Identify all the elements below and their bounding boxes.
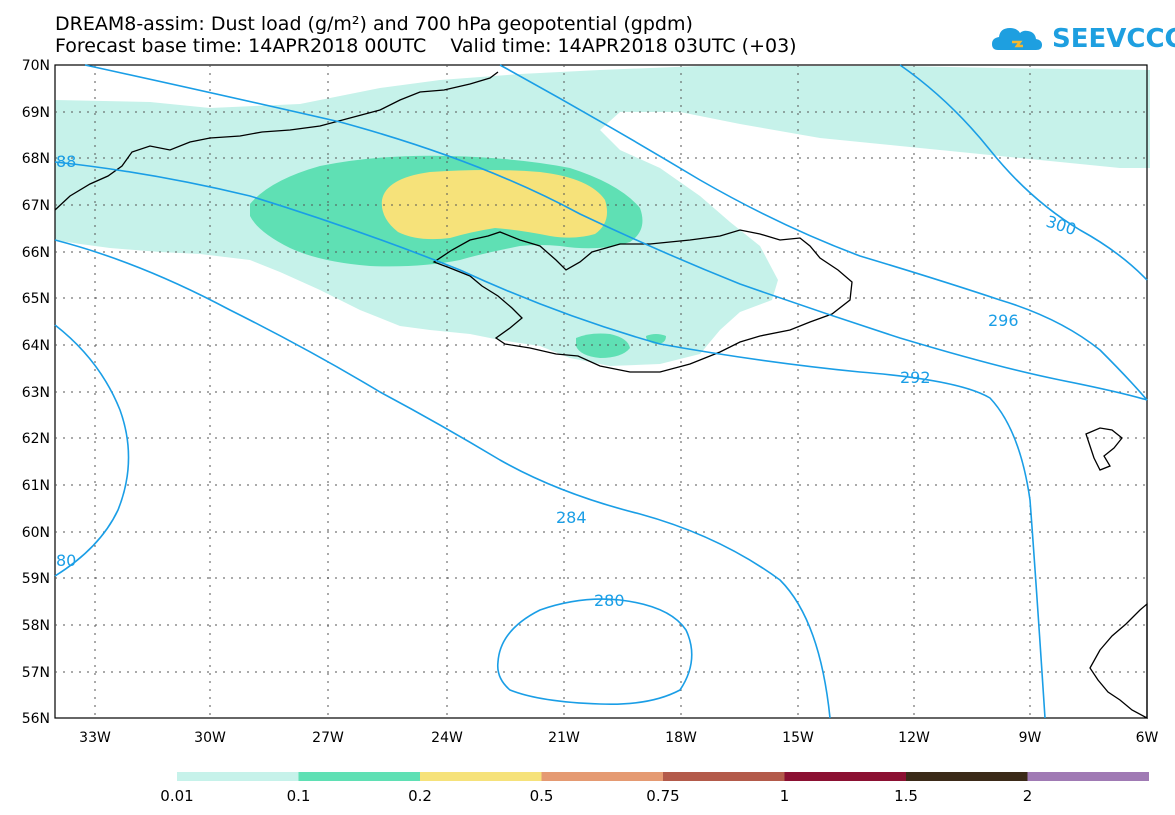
lat-label-70n: 70N bbox=[22, 58, 50, 74]
colorbar-segment-4 bbox=[541, 772, 663, 781]
lon-label-33w: 33W bbox=[79, 730, 111, 746]
colorbar-label-1: 1 bbox=[779, 787, 790, 805]
colorbar-label-0-2: 0.2 bbox=[408, 787, 432, 805]
lat-label-58n: 58N bbox=[22, 618, 50, 634]
logo-text: SEEVCCC bbox=[1052, 24, 1175, 54]
coastlines bbox=[54, 71, 1148, 720]
lon-label-21w: 21W bbox=[548, 730, 580, 746]
contour-label-88: 88 bbox=[56, 152, 76, 171]
colorbar-segment-6 bbox=[784, 772, 906, 781]
colorbar-label-2: 2 bbox=[1022, 787, 1033, 805]
contour-label-284: 284 bbox=[556, 508, 587, 527]
colorbar-segment-3 bbox=[420, 772, 542, 781]
lat-label-66n: 66N bbox=[22, 245, 50, 261]
map-title-line-2: Forecast base time: 14APR2018 00UTC Vali… bbox=[55, 35, 797, 57]
contour-label-300: 300 bbox=[1044, 212, 1079, 240]
lat-label-63n: 63N bbox=[22, 385, 50, 401]
cloud-icon bbox=[992, 28, 1042, 50]
colorbar-label-0-5: 0.5 bbox=[529, 787, 554, 805]
lat-label-61n: 61N bbox=[22, 478, 50, 494]
lon-label-27w: 27W bbox=[312, 730, 344, 746]
lon-label-12w: 12W bbox=[898, 730, 930, 746]
geopotential-contours bbox=[54, 64, 1148, 719]
contour-label-292: 292 bbox=[900, 368, 931, 387]
dust-high-region bbox=[381, 170, 608, 240]
lat-label-68n: 68N bbox=[22, 151, 50, 167]
colorbar-segment-5 bbox=[663, 772, 785, 781]
lon-label-9w: 9W bbox=[1019, 730, 1042, 746]
map-title-line-1: DREAM8-assim: Dust load (g/m²) and 700 h… bbox=[55, 13, 693, 35]
colorbar-label-0-1: 0.1 bbox=[286, 787, 311, 805]
lat-label-60n: 60N bbox=[22, 525, 50, 541]
colorbar-segment-2 bbox=[298, 772, 420, 781]
lat-label-69n: 69N bbox=[22, 105, 50, 121]
colorbar-label-0-01: 0.01 bbox=[160, 787, 194, 805]
lon-label-15w: 15W bbox=[782, 730, 814, 746]
colorbar bbox=[177, 772, 1149, 781]
lat-label-67n: 67N bbox=[22, 198, 50, 214]
lon-label-30w: 30W bbox=[194, 730, 226, 746]
colorbar-label-1-5: 1.5 bbox=[894, 787, 918, 805]
longitude-labels: 33W 30W 27W 24W 21W 18W 15W 12W 9W 6W bbox=[79, 730, 1158, 746]
lat-label-65n: 65N bbox=[22, 291, 50, 307]
colorbar-segment-1 bbox=[177, 772, 299, 781]
lat-label-57n: 57N bbox=[22, 665, 50, 681]
contour-labels: 300 296 292 284 280 88 80 bbox=[56, 152, 1079, 610]
lat-label-59n: 59N bbox=[22, 571, 50, 587]
latitude-labels: 70N 69N 68N 67N 66N 65N 64N 63N 62N 61N … bbox=[22, 58, 50, 727]
contour-label-296: 296 bbox=[988, 311, 1019, 330]
lat-label-62n: 62N bbox=[22, 431, 50, 447]
lon-label-24w: 24W bbox=[431, 730, 463, 746]
colorbar-segment-8 bbox=[1027, 772, 1149, 781]
colorbar-label-0-75: 0.75 bbox=[646, 787, 680, 805]
map-gridlines bbox=[55, 65, 1147, 718]
colorbar-segment-7 bbox=[906, 772, 1028, 781]
lat-label-56n: 56N bbox=[22, 711, 50, 727]
contour-label-280: 280 bbox=[594, 591, 625, 610]
lat-label-64n: 64N bbox=[22, 338, 50, 354]
lon-label-18w: 18W bbox=[665, 730, 697, 746]
contour-label-80: 80 bbox=[56, 551, 76, 570]
lon-label-6w: 6W bbox=[1136, 730, 1159, 746]
